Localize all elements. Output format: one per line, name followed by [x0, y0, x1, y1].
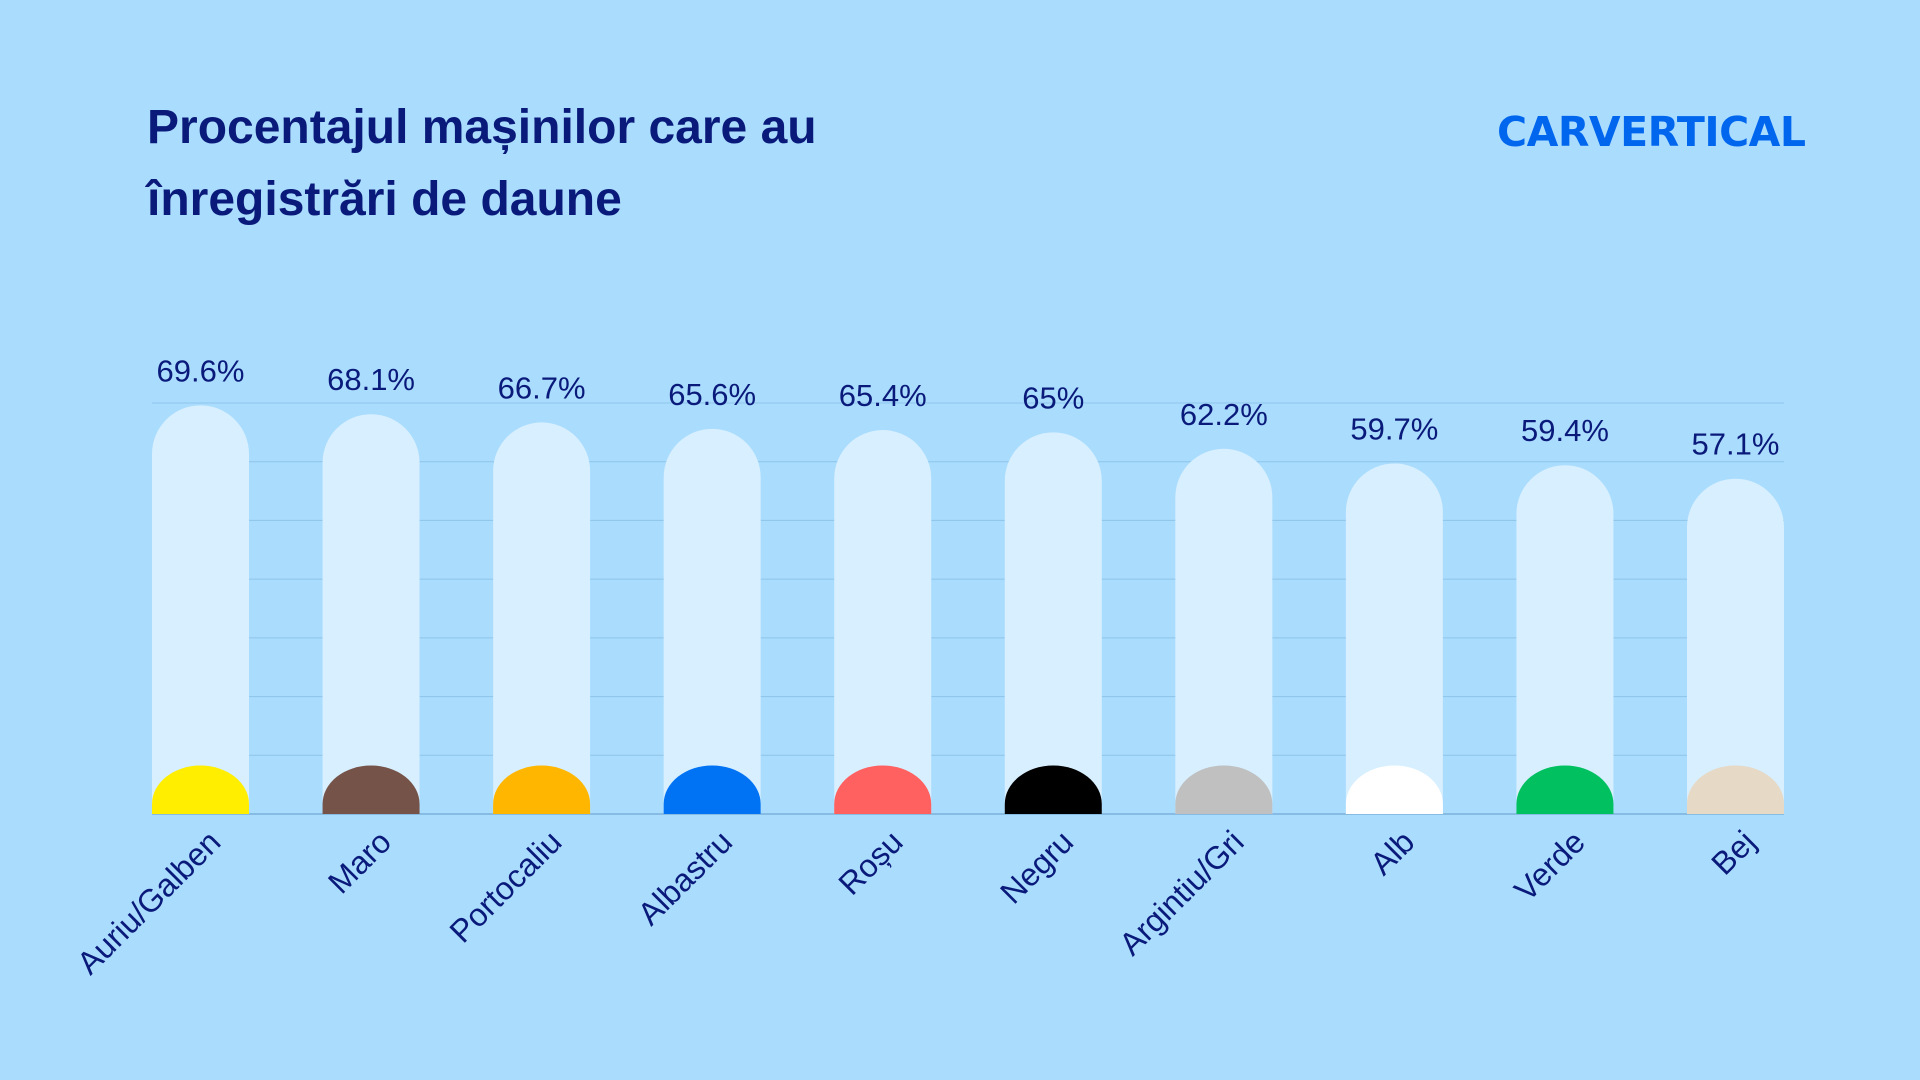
value-label: 59.4%: [1521, 413, 1609, 448]
color-marker: [1004, 765, 1102, 814]
category-label: Verde: [1507, 823, 1592, 908]
value-label: 65.6%: [668, 377, 756, 412]
category-label: Argintiu/Gri: [1112, 823, 1251, 962]
color-marker: [1516, 765, 1614, 814]
category-label: Albastru: [631, 823, 739, 931]
category-label: Portocaliu: [442, 823, 568, 949]
color-marker: [322, 765, 420, 814]
bar: [1516, 465, 1614, 814]
category-label: Roșu: [831, 823, 909, 901]
value-label: 59.7%: [1350, 411, 1438, 446]
carvertical-logo: CARVERTICAL: [1497, 108, 1806, 156]
color-marker: [152, 765, 249, 814]
bar: [834, 430, 932, 814]
color-marker: [1345, 765, 1443, 814]
color-marker: [834, 765, 932, 814]
chart-title: Procentajul mașinilor care au înregistră…: [147, 92, 1047, 236]
value-label: 65.4%: [839, 378, 927, 413]
category-label: Alb: [1363, 823, 1421, 881]
color-marker: [1175, 765, 1273, 814]
grid-lines: [152, 402, 1784, 815]
category-label: Bej: [1704, 823, 1762, 881]
value-label: 57.1%: [1692, 427, 1780, 462]
category-label: Auriu/Galben: [70, 823, 228, 981]
bar: [1004, 432, 1102, 814]
value-label: 68.1%: [327, 362, 415, 397]
value-label: 65%: [1022, 380, 1084, 415]
bar: [1175, 448, 1273, 814]
bars: [152, 405, 1784, 814]
color-marker: [493, 765, 591, 814]
bar: [1345, 463, 1443, 814]
value-label: 66.7%: [498, 370, 586, 405]
value-label: 62.2%: [1180, 397, 1268, 432]
color-marker: [663, 765, 761, 814]
chart-title-line-1: Procentajul mașinilor care au: [147, 101, 817, 154]
color-marker: [1687, 765, 1784, 814]
bar: [663, 428, 761, 814]
category-label: Negru: [993, 823, 1080, 910]
chart-title-line-2: înregistrări de daune: [147, 173, 622, 226]
category-label: Maro: [321, 823, 398, 900]
bar: [493, 422, 591, 814]
bar: [1687, 478, 1784, 814]
bar: [152, 405, 249, 814]
value-label: 69.6%: [157, 353, 245, 388]
bar: [322, 414, 420, 814]
